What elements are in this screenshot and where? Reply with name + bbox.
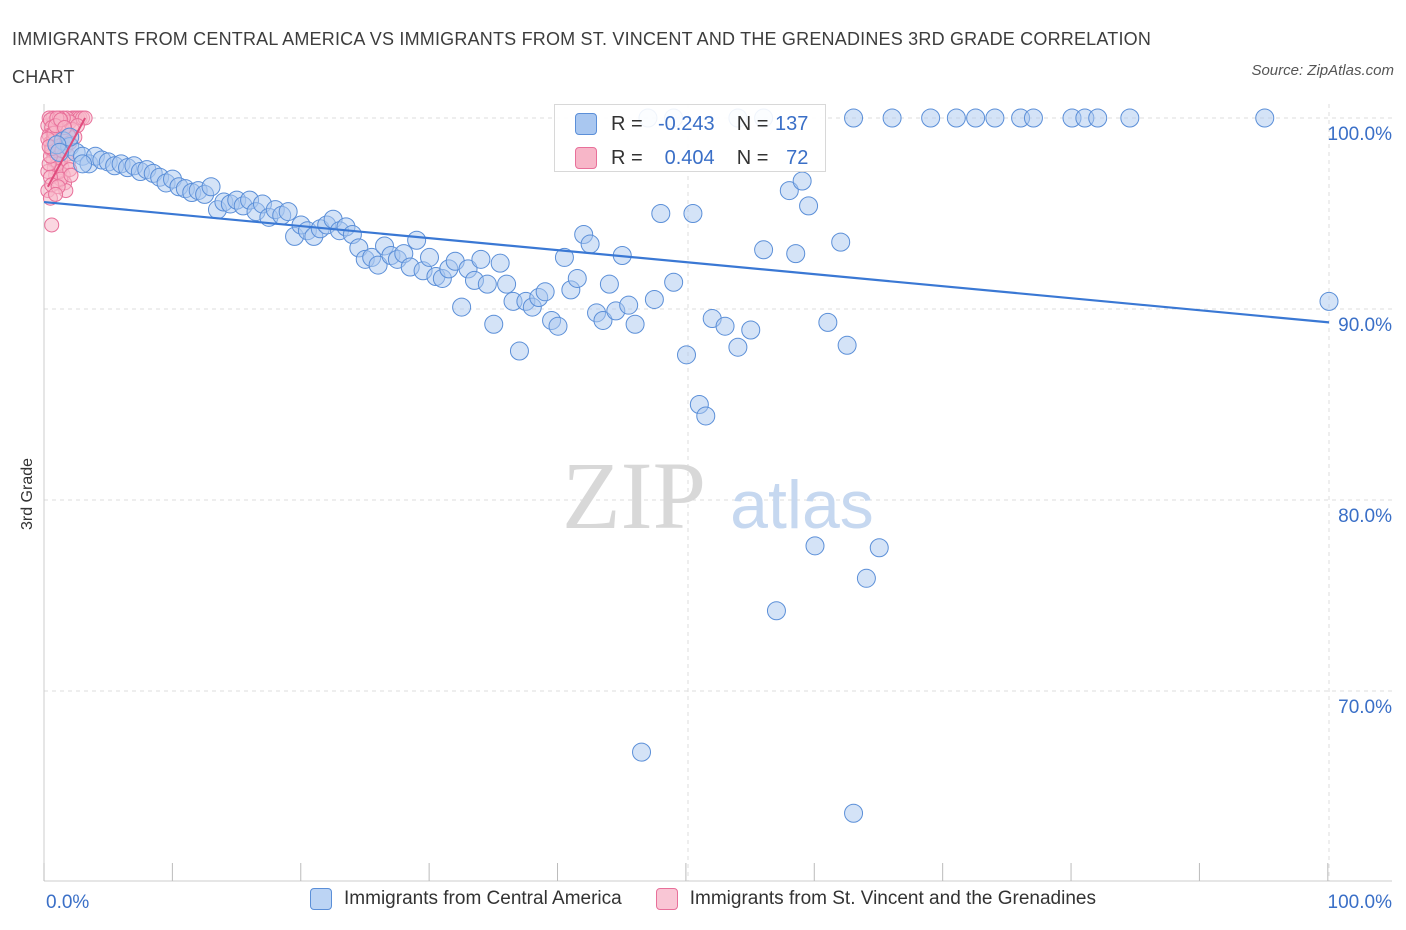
data-point-series-2 xyxy=(48,186,64,202)
stats-swatch-series-2 xyxy=(575,147,597,169)
trend-lines xyxy=(43,117,1330,324)
data-point-series-1 xyxy=(548,316,568,336)
data-point-series-1 xyxy=(946,108,966,128)
y-tick-label: 100.0% xyxy=(1328,124,1393,145)
data-point-series-1 xyxy=(882,108,902,128)
data-point-series-1 xyxy=(715,316,735,336)
source-label: Source: ZipAtlas.com xyxy=(1251,62,1394,79)
data-point-series-1 xyxy=(484,314,504,334)
data-point-series-1 xyxy=(554,247,574,267)
axes xyxy=(43,104,1392,882)
data-point-series-1 xyxy=(625,314,645,334)
data-point-series-2 xyxy=(63,167,79,183)
data-point-series-1 xyxy=(201,177,221,197)
data-point-series-1 xyxy=(535,282,555,302)
data-point-series-1 xyxy=(696,406,716,426)
data-point-series-1 xyxy=(766,601,786,621)
legend-swatch-series-2 xyxy=(655,888,678,910)
data-point-series-1 xyxy=(497,274,517,294)
r-label: R = xyxy=(611,112,643,135)
r-value-series-2: 0.404 xyxy=(664,146,715,169)
y-tick-label: 90.0% xyxy=(1338,315,1392,336)
data-point-series-1 xyxy=(651,204,671,223)
data-point-series-1 xyxy=(831,232,851,252)
data-point-series-1 xyxy=(644,289,664,309)
chart-title: IMMIGRANTS FROM CENTRAL AMERICA VS IMMIG… xyxy=(12,29,1152,87)
data-point-series-1 xyxy=(368,255,388,275)
x-tick-label: 0.0% xyxy=(46,892,89,913)
data-point-series-1 xyxy=(509,341,529,361)
data-point-series-1 xyxy=(786,244,806,264)
legend-label-series-1: Immigrants from Central America xyxy=(344,888,622,909)
y-tick-label: 70.0% xyxy=(1338,697,1392,718)
data-point-series-1 xyxy=(593,310,613,330)
data-point-series-1 xyxy=(869,538,889,558)
legend-item-series-1[interactable]: Immigrants from Central America xyxy=(310,888,622,910)
y-tick-label: 80.0% xyxy=(1338,506,1392,527)
data-point-series-1 xyxy=(844,803,864,823)
tick-labels: 100.0% 90.0% 80.0% 70.0% 0.0% 100.0% xyxy=(46,124,1392,913)
data-point-series-1 xyxy=(754,240,774,260)
x-tick-label: 100.0% xyxy=(1328,892,1393,913)
data-point-series-1 xyxy=(677,345,696,365)
data-point-series-1 xyxy=(73,154,93,174)
data-point-series-1 xyxy=(856,568,876,588)
stats-row-series-1: R = -0.243 N = 137 xyxy=(575,109,825,139)
legend-item-series-2[interactable]: Immigrants from St. Vincent and the Gren… xyxy=(655,888,1096,910)
n-label: N = xyxy=(736,146,769,169)
data-point-series-1 xyxy=(792,171,812,191)
data-point-series-1 xyxy=(664,272,684,292)
data-point-series-1 xyxy=(1088,108,1108,128)
data-point-series-1 xyxy=(420,247,439,267)
data-point-series-2 xyxy=(44,217,60,233)
data-point-series-1 xyxy=(632,742,652,762)
data-point-series-1 xyxy=(966,108,986,128)
data-point-series-1 xyxy=(728,337,748,357)
data-point-series-1 xyxy=(779,181,799,201)
data-point-series-1 xyxy=(1319,291,1339,311)
data-point-series-1 xyxy=(471,249,491,269)
data-point-series-1 xyxy=(1120,108,1140,128)
data-point-series-1 xyxy=(985,108,1005,128)
watermark-zip: ZIP xyxy=(562,442,706,549)
stats-swatch-series-1 xyxy=(575,113,597,135)
data-point-series-1 xyxy=(407,230,427,250)
data-point-series-1 xyxy=(683,204,703,223)
data-point-series-1 xyxy=(599,274,619,294)
data-point-series-1 xyxy=(567,268,587,288)
legend: Immigrants from Central America Immigran… xyxy=(0,888,1406,910)
data-point-series-1 xyxy=(1023,108,1043,128)
n-value-series-1: 137 xyxy=(775,112,809,135)
watermark: ZIP atlas xyxy=(562,442,874,549)
data-point-series-1 xyxy=(580,234,600,254)
watermark-atlas: atlas xyxy=(730,467,874,543)
legend-label-series-2: Immigrants from St. Vincent and the Gren… xyxy=(689,888,1096,909)
data-point-series-1 xyxy=(844,108,864,128)
data-point-series-1 xyxy=(452,297,472,317)
data-point-series-1 xyxy=(837,335,857,355)
data-point-series-1 xyxy=(1255,108,1275,128)
trend-line-series-2 xyxy=(46,117,86,188)
data-point-series-1 xyxy=(477,274,497,294)
data-point-series-1 xyxy=(278,202,298,222)
data-point-series-1 xyxy=(921,108,941,128)
legend-swatch-series-1 xyxy=(310,888,333,910)
data-point-series-1 xyxy=(799,196,819,216)
data-point-series-1 xyxy=(741,320,761,340)
r-value-series-1: -0.243 xyxy=(657,112,715,135)
data-point-series-1 xyxy=(490,253,510,273)
data-point-series-1 xyxy=(619,295,639,315)
stats-row-series-2: R = 0.404 N = 72 xyxy=(575,143,825,173)
n-label: N = xyxy=(736,112,769,135)
trend-line-series-1 xyxy=(43,200,1330,324)
stats-box: R = -0.243 N = 137 R = 0.404 N = 72 xyxy=(554,104,826,172)
n-value-series-2: 72 xyxy=(786,146,809,169)
data-point-series-1 xyxy=(805,536,825,556)
r-label: R = xyxy=(611,146,643,169)
data-point-series-1 xyxy=(818,312,838,332)
